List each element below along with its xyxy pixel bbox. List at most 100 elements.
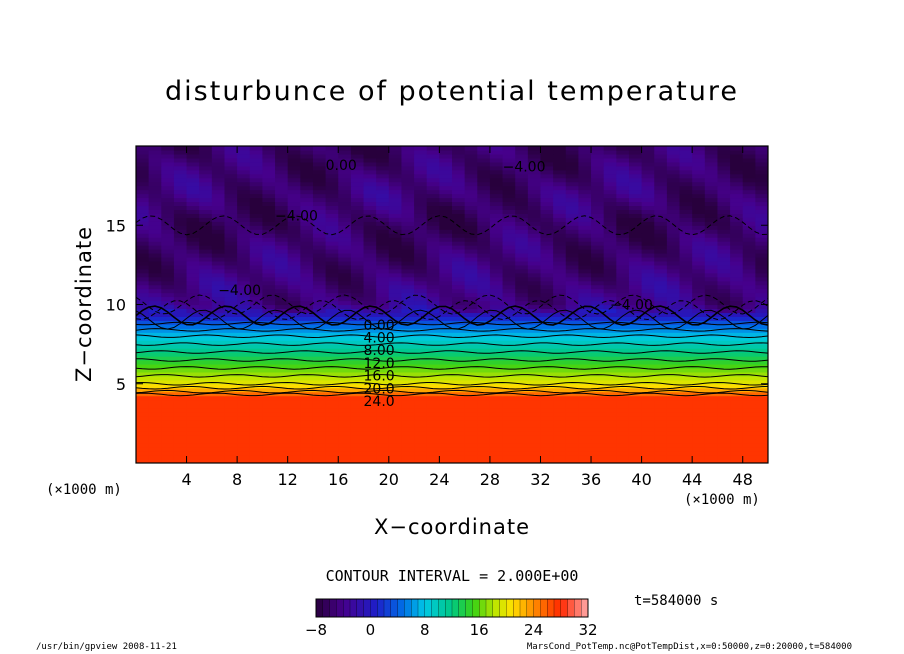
heatmap-cell — [426, 157, 440, 163]
heatmap-cell — [439, 161, 453, 167]
heatmap-cell — [237, 149, 251, 155]
heatmap-cell — [755, 451, 768, 456]
heatmap-cell — [502, 256, 516, 262]
heatmap-cell — [666, 395, 681, 401]
heatmap-cell — [249, 149, 263, 155]
heatmap-cell — [730, 371, 744, 377]
heatmap-cell — [439, 157, 453, 163]
heatmap-cell — [616, 280, 630, 286]
x-tick-label: 4 — [181, 470, 191, 489]
heatmap-cell — [527, 407, 542, 413]
heatmap-cell — [363, 336, 377, 341]
heatmap-cell — [565, 304, 579, 310]
heatmap-cell — [388, 352, 403, 357]
heatmap-cell — [755, 344, 768, 349]
heatmap-cell — [376, 415, 390, 421]
heatmap-cell — [376, 399, 390, 405]
heatmap-cell — [173, 165, 188, 171]
heatmap-cell — [186, 328, 200, 333]
heatmap-cell — [730, 252, 744, 258]
heatmap-cell — [578, 399, 592, 405]
heatmap-cell — [553, 427, 567, 432]
heatmap-cell — [414, 451, 428, 456]
heatmap-cell — [300, 415, 314, 421]
heatmap-cell — [401, 249, 415, 254]
heatmap-cell — [325, 268, 339, 274]
heatmap-cell — [679, 395, 693, 401]
heatmap-cell — [527, 459, 542, 463]
heatmap-cell — [401, 193, 415, 199]
heatmap-cell — [628, 344, 643, 349]
heatmap-cell — [262, 221, 276, 226]
heatmap-cell — [591, 379, 605, 385]
heatmap-cell — [540, 292, 554, 298]
heatmap-cell — [489, 423, 504, 428]
heatmap-cell — [312, 423, 327, 428]
heatmap-cell — [376, 427, 390, 432]
heatmap-cell — [237, 300, 251, 306]
heatmap-cell — [489, 320, 504, 325]
heatmap-cell — [275, 451, 289, 456]
heatmap-cell — [502, 320, 516, 325]
heatmap-cell — [654, 161, 668, 167]
heatmap-cell — [717, 407, 731, 413]
heatmap-cell — [363, 169, 377, 175]
heatmap-cell — [730, 312, 744, 317]
heatmap-cell — [325, 276, 339, 282]
heatmap-cell — [742, 189, 756, 195]
heatmap-cell — [376, 213, 390, 218]
heatmap-cell — [439, 213, 453, 218]
heatmap-cell — [628, 435, 643, 440]
heatmap-cell — [603, 332, 617, 337]
heatmap-cell — [628, 336, 643, 341]
heatmap-cell — [464, 435, 478, 440]
heatmap-cell — [338, 233, 352, 238]
heatmap-cell — [363, 268, 377, 274]
heatmap-cell — [148, 241, 162, 246]
heatmap-cell — [540, 146, 554, 151]
heatmap-cell — [275, 201, 289, 207]
heatmap-cell — [287, 459, 301, 463]
heatmap-cell — [325, 459, 339, 463]
heatmap-cell — [578, 249, 592, 254]
heatmap-cell — [376, 157, 390, 163]
heatmap-cell — [161, 284, 175, 290]
heatmap-cell — [414, 181, 428, 187]
heatmap-cell — [199, 383, 213, 389]
footer-source: MarsCond_PotTemp.nc@PotTempDist,x=0:5000… — [526, 642, 852, 652]
heatmap-cell — [603, 197, 617, 203]
heatmap-cell — [464, 308, 478, 314]
heatmap-cell — [540, 427, 554, 432]
heatmap-cell — [148, 264, 162, 270]
heatmap-cell — [136, 324, 150, 329]
heatmap-cell — [414, 189, 428, 195]
heatmap-cell — [553, 189, 567, 195]
heatmap-cell — [666, 157, 681, 163]
heatmap-cell — [628, 225, 643, 230]
heatmap-cell — [477, 320, 491, 325]
heatmap-cell — [350, 225, 365, 230]
heatmap-cell — [262, 371, 276, 377]
heatmap-cell — [452, 423, 466, 428]
heatmap-cell — [704, 237, 719, 242]
heatmap-cell — [401, 229, 415, 234]
heatmap-cell — [275, 256, 289, 262]
heatmap-cell — [426, 387, 440, 393]
heatmap-cell — [363, 252, 377, 258]
heatmap-cell — [401, 415, 415, 421]
heatmap-cell — [477, 177, 491, 183]
heatmap-cell — [578, 280, 592, 286]
heatmap-cell — [477, 169, 491, 175]
heatmap-cell — [654, 419, 668, 424]
heatmap-cell — [199, 225, 213, 230]
heatmap-cell — [704, 292, 719, 298]
heatmap-cell — [439, 447, 453, 452]
heatmap-cell — [350, 276, 365, 282]
heatmap-cell — [249, 209, 263, 214]
heatmap-cell — [161, 344, 175, 349]
heatmap-cell — [287, 367, 301, 373]
heatmap-cell — [325, 391, 339, 397]
heatmap-cell — [148, 252, 162, 258]
heatmap-cell — [679, 177, 693, 183]
heatmap-cell — [578, 340, 592, 345]
